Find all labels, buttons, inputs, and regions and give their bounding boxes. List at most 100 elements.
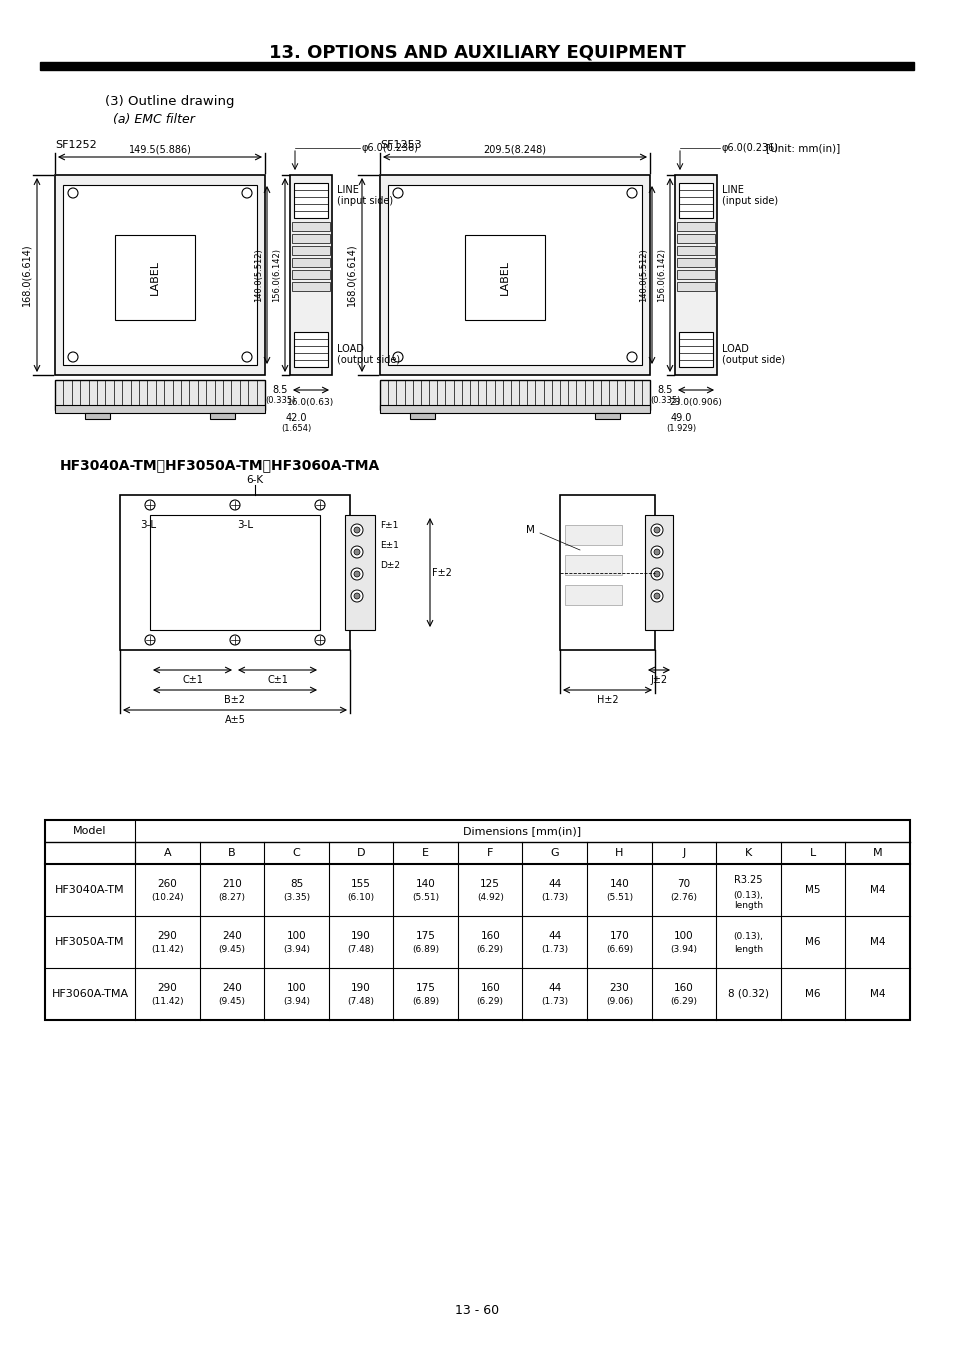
Text: 170: 170 [609, 930, 629, 941]
Bar [564, 525, 621, 545]
Bar [677, 258, 714, 267]
Bar [388, 185, 641, 364]
Circle shape [654, 571, 659, 576]
Circle shape [650, 590, 662, 602]
Text: 44: 44 [548, 983, 560, 992]
Text: (1.654): (1.654) [280, 424, 311, 432]
Text: J±2: J±2 [650, 675, 667, 684]
Text: H: H [615, 848, 623, 859]
Circle shape [393, 352, 402, 362]
Circle shape [626, 188, 637, 198]
Text: 156.0(6.142): 156.0(6.142) [272, 248, 281, 302]
Text: 100: 100 [286, 983, 306, 992]
Bar [644, 514, 672, 630]
Text: E: E [421, 848, 429, 859]
Text: φ6.0(0.236): φ6.0(0.236) [361, 143, 418, 153]
Text: 140: 140 [416, 879, 435, 888]
Bar [115, 235, 194, 320]
Text: 168.0(6.614): 168.0(6.614) [21, 244, 30, 306]
Bar [464, 235, 544, 320]
Text: (8.27): (8.27) [218, 894, 245, 902]
Text: (5.51): (5.51) [605, 894, 632, 902]
Text: 160: 160 [479, 983, 499, 992]
Text: LABEL: LABEL [499, 261, 510, 296]
Bar [294, 184, 328, 217]
Text: M4: M4 [869, 886, 884, 895]
Bar [677, 282, 714, 292]
Bar [675, 176, 717, 375]
Text: 160: 160 [674, 983, 693, 992]
Text: (1.73): (1.73) [540, 894, 568, 902]
Text: 260: 260 [157, 879, 177, 888]
Text: (6.29): (6.29) [476, 998, 503, 1006]
Text: (0.335): (0.335) [649, 396, 679, 405]
Text: C±1: C±1 [182, 675, 203, 684]
Bar [679, 332, 712, 367]
Text: (9.45): (9.45) [218, 945, 245, 954]
Text: L: L [809, 848, 816, 859]
Bar [564, 585, 621, 605]
Text: 23.0(0.906): 23.0(0.906) [669, 397, 721, 406]
Text: C±1: C±1 [267, 675, 288, 684]
Text: (6.89): (6.89) [412, 945, 438, 954]
Circle shape [650, 545, 662, 558]
Text: (6.29): (6.29) [670, 998, 697, 1006]
Text: 16.0(0.63): 16.0(0.63) [287, 397, 335, 406]
Bar [40, 62, 913, 70]
Text: 125: 125 [479, 879, 499, 888]
Circle shape [68, 352, 78, 362]
Text: 175: 175 [416, 930, 436, 941]
Text: 13 - 60: 13 - 60 [455, 1304, 498, 1316]
Circle shape [351, 568, 363, 580]
Text: length: length [733, 900, 762, 910]
Text: (9.45): (9.45) [218, 998, 245, 1006]
Text: (2.76): (2.76) [670, 894, 697, 902]
Text: 100: 100 [674, 930, 693, 941]
Text: (1.73): (1.73) [540, 945, 568, 954]
Bar [150, 514, 319, 630]
Text: 168.0(6.614): 168.0(6.614) [346, 244, 355, 306]
Text: A±5: A±5 [224, 716, 245, 725]
Text: F±2: F±2 [432, 567, 452, 578]
Text: 8.5: 8.5 [657, 385, 672, 396]
Text: (5.51): (5.51) [412, 894, 438, 902]
Text: 70: 70 [677, 879, 690, 888]
Circle shape [654, 593, 659, 599]
Text: M6: M6 [804, 990, 820, 999]
Bar [45, 819, 909, 1021]
Circle shape [650, 568, 662, 580]
Circle shape [230, 634, 240, 645]
Text: 85: 85 [290, 879, 303, 888]
Text: 140.0(5.512): 140.0(5.512) [253, 248, 263, 302]
Text: (3.94): (3.94) [283, 998, 310, 1006]
Text: R3.25: R3.25 [734, 875, 762, 884]
Circle shape [393, 188, 402, 198]
Bar [292, 270, 330, 279]
Text: 190: 190 [351, 930, 371, 941]
Text: 149.5(5.886): 149.5(5.886) [129, 144, 192, 154]
Bar [292, 234, 330, 243]
Circle shape [242, 188, 252, 198]
Text: 290: 290 [157, 983, 177, 992]
Text: 156.0(6.142): 156.0(6.142) [657, 248, 665, 302]
Text: (6.69): (6.69) [605, 945, 632, 954]
Bar [55, 405, 265, 413]
Bar [677, 221, 714, 231]
Text: LINE
(input side): LINE (input side) [721, 185, 778, 207]
Text: φ6.0(0.236): φ6.0(0.236) [721, 143, 779, 153]
Text: (3.94): (3.94) [283, 945, 310, 954]
Text: M: M [872, 848, 882, 859]
Bar [292, 221, 330, 231]
Bar [677, 270, 714, 279]
Text: 240: 240 [222, 930, 241, 941]
Circle shape [654, 526, 659, 533]
Bar [55, 176, 265, 375]
Circle shape [351, 524, 363, 536]
Circle shape [242, 352, 252, 362]
Bar [63, 185, 256, 364]
Bar [345, 514, 375, 630]
Text: 160: 160 [479, 930, 499, 941]
Text: M6: M6 [804, 937, 820, 946]
Text: J: J [681, 848, 685, 859]
Text: (7.48): (7.48) [347, 998, 375, 1006]
